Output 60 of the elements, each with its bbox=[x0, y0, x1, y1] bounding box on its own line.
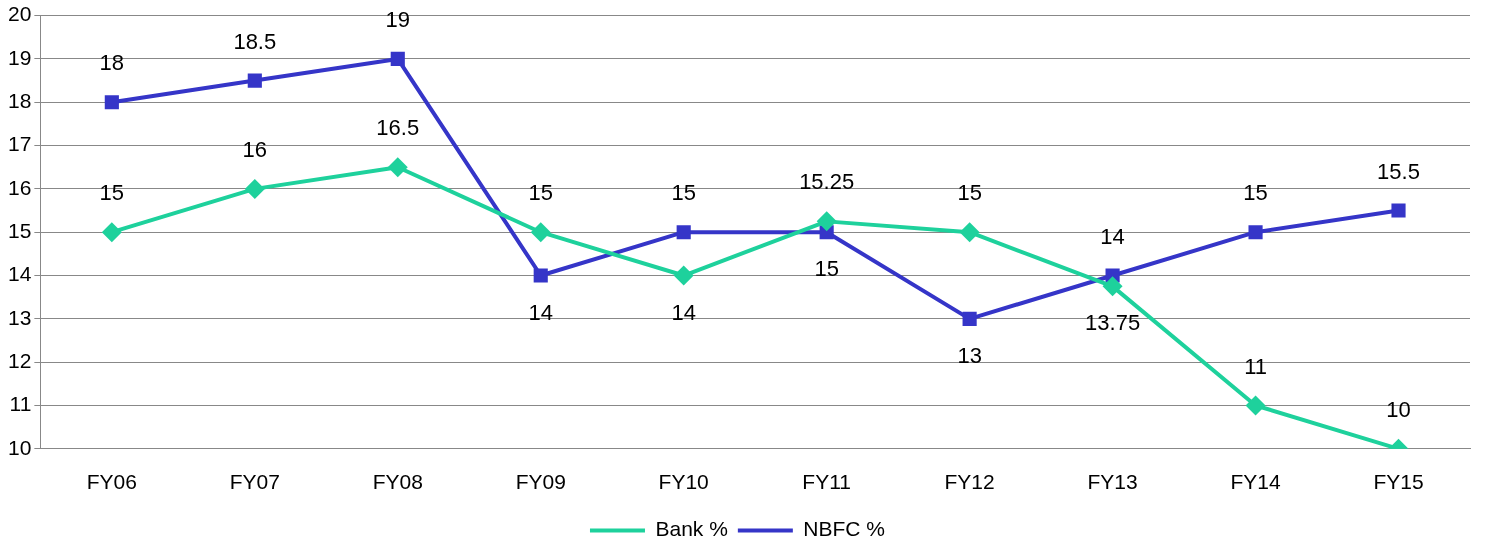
x-tick-label: FY09 bbox=[515, 470, 566, 494]
point bbox=[1245, 395, 1266, 416]
data-label: 15 bbox=[1243, 180, 1268, 206]
data-label: 14 bbox=[1100, 223, 1125, 249]
data-label: 14 bbox=[528, 299, 553, 325]
data-label: 15 bbox=[671, 180, 696, 206]
x-tick-label: FY10 bbox=[658, 470, 709, 494]
x-tick-label: FY12 bbox=[944, 470, 995, 494]
data-label: 15 bbox=[99, 180, 125, 206]
x-tick-label: FY08 bbox=[372, 470, 423, 494]
point bbox=[390, 51, 405, 66]
x-tick-label: FY07 bbox=[229, 470, 280, 494]
y-tick-label: 15 bbox=[8, 219, 32, 242]
x-tick-label: FY15 bbox=[1373, 470, 1424, 494]
data-label: 16 bbox=[242, 136, 268, 162]
point bbox=[101, 222, 122, 243]
y-tick-label: 18 bbox=[8, 89, 32, 113]
x-tick-label: FY11 bbox=[802, 470, 851, 494]
data-label: 13 bbox=[957, 342, 982, 368]
data-label: 10 bbox=[1386, 396, 1411, 422]
point bbox=[1391, 203, 1406, 218]
data-label: 15 bbox=[528, 180, 553, 206]
y-tick-label: 11 bbox=[9, 392, 32, 416]
data-label: 18 bbox=[99, 50, 125, 76]
point bbox=[247, 73, 262, 88]
y-tick-label: 14 bbox=[8, 262, 32, 286]
data-label: 11 bbox=[1244, 353, 1267, 379]
y-tick-label: 13 bbox=[8, 305, 32, 329]
point bbox=[959, 222, 980, 243]
data-label: 14 bbox=[671, 299, 696, 325]
data-label: 16.5 bbox=[376, 115, 420, 141]
y-tick-label: 19 bbox=[8, 45, 32, 69]
y-tick-label: 16 bbox=[8, 175, 32, 199]
y-tick-label: 17 bbox=[8, 132, 32, 156]
point bbox=[244, 178, 265, 199]
data-label: 18.5 bbox=[233, 28, 277, 54]
data-label: 15 bbox=[814, 256, 839, 282]
y-tick-label: 12 bbox=[8, 348, 32, 372]
point bbox=[816, 211, 837, 232]
point bbox=[673, 265, 694, 286]
data-label: 15 bbox=[957, 180, 982, 206]
point bbox=[530, 222, 551, 243]
data-label: 19 bbox=[385, 6, 411, 32]
point bbox=[676, 225, 691, 240]
x-tick-label: FY13 bbox=[1087, 470, 1138, 494]
y-tick-label: 10 bbox=[8, 435, 32, 459]
x-tick-label: FY06 bbox=[86, 470, 137, 494]
data-label: 15.5 bbox=[1377, 158, 1420, 184]
x-tick-label: FY14 bbox=[1230, 470, 1281, 494]
y-tick-label: 20 bbox=[8, 2, 32, 26]
data-label: 15.25 bbox=[799, 169, 855, 195]
point bbox=[387, 157, 408, 178]
point bbox=[104, 95, 119, 110]
legend-label: Bank % bbox=[655, 517, 728, 541]
data-label: 13.75 bbox=[1085, 310, 1141, 336]
point bbox=[1248, 225, 1263, 240]
point bbox=[533, 268, 548, 283]
point bbox=[1102, 276, 1123, 297]
point bbox=[962, 311, 977, 326]
legend-label: NBFC % bbox=[803, 517, 886, 541]
